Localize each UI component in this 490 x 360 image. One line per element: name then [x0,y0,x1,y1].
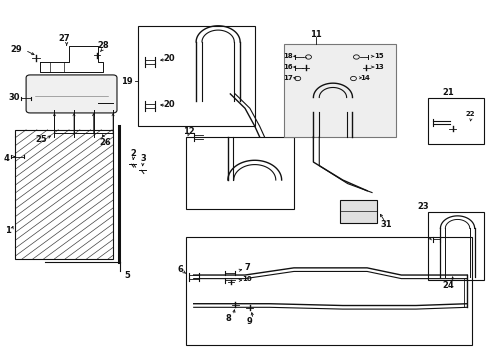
Text: 5: 5 [125,270,131,279]
Text: 9: 9 [247,317,253,326]
Text: 19: 19 [121,77,133,86]
Text: 17: 17 [283,75,293,81]
Text: 16: 16 [283,64,293,70]
Text: 22: 22 [465,111,474,117]
Text: 2: 2 [131,149,137,158]
Bar [428,98,485,144]
Text: 23: 23 [417,202,429,211]
Bar [186,237,472,345]
Bar [284,44,396,137]
Text: 13: 13 [374,64,384,70]
Text: 27: 27 [58,34,70,43]
Text: 1: 1 [4,226,10,235]
Text: 21: 21 [442,87,454,96]
Bar [138,26,255,126]
Bar [15,130,113,259]
Text: 11: 11 [310,30,322,39]
Text: 7: 7 [245,264,250,273]
Bar [340,200,377,223]
Text: 10: 10 [243,276,252,282]
Bar [428,212,485,280]
FancyBboxPatch shape [26,75,117,113]
Text: 4: 4 [3,154,9,163]
Text: 28: 28 [98,41,109,50]
Text: 24: 24 [442,281,454,290]
Text: 29: 29 [10,45,22,54]
Text: 25: 25 [35,135,47,144]
Text: 3: 3 [140,154,146,163]
Text: 31: 31 [381,220,392,229]
Text: 14: 14 [360,75,369,81]
Text: 8: 8 [225,314,231,323]
Text: 30: 30 [9,93,20,102]
Text: 26: 26 [100,138,112,147]
Bar [186,137,294,209]
Text: 20: 20 [164,100,175,109]
Text: 18: 18 [283,53,293,59]
Text: 20: 20 [164,54,175,63]
Text: 15: 15 [374,53,384,59]
Text: 6: 6 [177,265,183,274]
Text: 12: 12 [183,127,195,136]
